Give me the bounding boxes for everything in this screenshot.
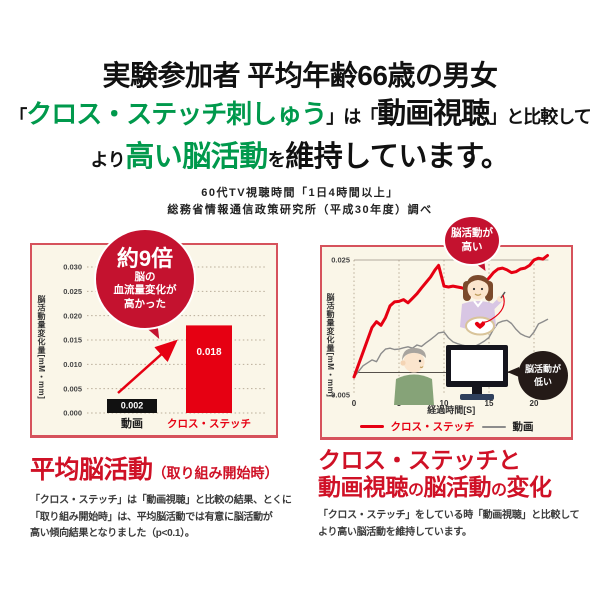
bar-chart-caption-body: 「クロス・ステッチ」は「動画視聴」と比較の結果、とくに 「取り組み開始時」は、平… — [30, 493, 300, 543]
caption-body-line: 「クロス・ステッチ」は「動画視聴」と比較の結果、とくに — [30, 495, 292, 506]
line-chart-y-axis-label: 脳活動量変化量[mM・mm] — [326, 293, 335, 398]
svg-text:0.010: 0.010 — [63, 360, 82, 369]
text-segment: 高い脳活動 — [125, 141, 268, 173]
high-bubble-line2: 高い — [461, 240, 483, 253]
nine-times-value: 約9倍 — [116, 245, 174, 271]
caption-title-sub: （取り組み開始時） — [152, 465, 279, 481]
text-segment: 「 — [9, 107, 27, 127]
source-note-line2: 総務省情報通信政策研究所（平成30年度）調べ — [167, 204, 433, 216]
text-segment: を — [267, 150, 286, 170]
source-note-line1: 60代TV視聴時間「1日4時間以上」 — [201, 187, 399, 199]
svg-text:0.002: 0.002 — [121, 401, 144, 411]
svg-text:10: 10 — [440, 399, 449, 408]
nine-times-caption-line1: 脳の — [134, 270, 156, 283]
legend-label-video: 動画 — [512, 421, 534, 433]
line-chart-caption-body: 「クロス・ステッチ」をしている時「動画視聴」と比較して より高い脳活動を維持して… — [318, 508, 590, 541]
svg-text:経過時間[S]: 経過時間[S] — [427, 404, 475, 415]
caption-body-line: 「取り組み開始時」は、平均脳活動では有意に脳活動が — [30, 511, 273, 523]
caption-title-main: 平均脳活動 — [30, 456, 153, 484]
svg-text:0.020: 0.020 — [63, 311, 82, 320]
text-segment: 脳活動 — [423, 474, 492, 501]
svg-text:0.018: 0.018 — [196, 347, 221, 358]
headline: 実験参加者 平均年齢66歳の男女 「クロス・ステッチ刺しゅう」は「動画視聴」と比… — [0, 58, 600, 180]
text-segment: 動画視聴 — [377, 98, 490, 130]
bar-chart-svg: 0.000 0.005 0.010 0.015 0.020 0.025 0.030 0.002… — [63, 263, 265, 430]
text-segment: クロス・ステッチ刺しゅう — [26, 99, 327, 129]
headline-line1: 実験参加者 平均年齢66歳の男女 — [102, 60, 498, 91]
text-segment: 」は「 — [326, 107, 378, 127]
text-segment: より — [90, 150, 126, 170]
svg-text:0.000: 0.000 — [63, 409, 82, 418]
svg-text:15: 15 — [485, 399, 494, 408]
line-chart-legend: クロス・ステッチ 動画 — [322, 419, 571, 434]
man-watching-video-illustration — [394, 345, 508, 405]
bar-chart-caption-block: 平均脳活動（取り組み開始時） 「クロス・ステッチ」は「動画視聴」と比較の結果、と… — [30, 450, 300, 543]
svg-text:0.005: 0.005 — [63, 384, 82, 393]
legend-swatch-cross-stitch — [359, 425, 384, 428]
svg-text:0: 0 — [352, 399, 357, 408]
svg-text:-0.005: -0.005 — [329, 391, 350, 400]
woman-cross-stitch-illustration — [460, 275, 506, 336]
svg-text:0.030: 0.030 — [63, 263, 82, 272]
line-chart-caption-title-line1: クロス・ステッチと — [318, 447, 521, 473]
caption-body-line: 「クロス・ステッチ」をしている時「動画視聴」と比較して — [318, 510, 580, 522]
bar-chart-y-axis-label: 脳活動量変化量[mM・mm] — [37, 295, 46, 400]
nine-times-speech-bubble: 約9倍 脳の 血流量変化が 高かった — [94, 228, 196, 330]
nine-times-caption-line2: 血流量変化が — [113, 284, 177, 297]
text-segment: 動画視聴 — [318, 474, 409, 501]
svg-text:20: 20 — [530, 399, 539, 408]
low-bubble-line1: 脳活動が — [524, 364, 561, 375]
svg-text:動画: 動画 — [121, 416, 143, 430]
nine-times-caption-line3: 高かった — [124, 297, 166, 310]
svg-text:0.015: 0.015 — [63, 336, 82, 345]
headline-line2: 「クロス・ステッチ刺しゅう」は「動画視聴」と比較して — [0, 94, 600, 139]
low-brain-activity-bubble: 脳活動が 低い — [518, 351, 568, 400]
text-segment: の — [408, 482, 424, 500]
low-bubble-tail — [507, 367, 519, 377]
caption-body-line: より高い脳活動を維持しています。 — [318, 526, 472, 538]
line-chart-caption-block: クロス・ステッチと 動画視聴の脳活動の変化 「クロス・ステッチ」をしている時「動… — [318, 447, 590, 541]
low-bubble-line2: 低い — [533, 376, 552, 387]
text-segment: 維持しています。 — [285, 141, 510, 173]
high-brain-activity-bubble: 脳活動が 高い — [443, 215, 501, 266]
legend-label-cross-stitch: クロス・ステッチ — [390, 421, 475, 433]
caption-body-line: 高い傾向結果となりました（p<0.1）。 — [30, 528, 195, 539]
headline-line3: より高い脳活動を維持しています。 — [0, 139, 600, 180]
high-bubble-line1: 脳活動が — [451, 227, 493, 240]
bar-chart-caption-title: 平均脳活動（取り組み開始時） — [30, 450, 300, 486]
text-segment: 変化 — [506, 474, 553, 501]
svg-text:0.025: 0.025 — [331, 256, 350, 265]
svg-text:クロス・ステッチ: クロス・ステッチ — [167, 418, 251, 430]
source-note: 60代TV視聴時間「1日4時間以上」 総務省情報通信政策研究所（平成30年度）調… — [0, 185, 600, 219]
text-segment: の — [491, 482, 507, 500]
line-chart-caption-title-line2: 動画視聴の脳活動の変化 — [318, 474, 590, 501]
legend-swatch-video — [481, 425, 506, 428]
text-segment: 」と比較して — [489, 107, 591, 127]
svg-text:0.025: 0.025 — [63, 287, 82, 296]
